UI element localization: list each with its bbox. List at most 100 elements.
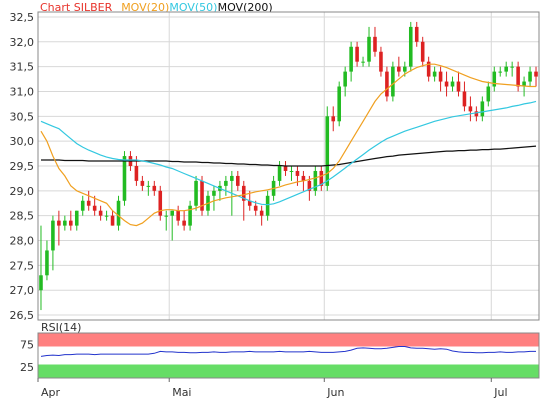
rsi-oversold-band	[38, 364, 539, 378]
candle-body	[408, 26, 413, 67]
rsi-tick-label: 75	[20, 338, 34, 351]
candle-body	[51, 220, 55, 251]
candle-body	[176, 210, 180, 221]
candle-body	[158, 190, 163, 216]
candle-body	[486, 86, 491, 102]
x-tick-label: Apr	[41, 386, 61, 399]
candle-body	[385, 71, 389, 97]
y-tick-label: 29,0	[10, 185, 35, 198]
candle-body	[182, 220, 186, 226]
candle-body	[474, 111, 479, 117]
candle-body	[224, 180, 228, 186]
candle-body	[152, 185, 157, 191]
candle-body	[397, 66, 401, 72]
candle-body	[63, 220, 67, 226]
candlestick-series	[39, 21, 538, 311]
candle-body	[164, 215, 169, 217]
candle-body	[331, 116, 336, 122]
candle-body	[414, 26, 419, 42]
y-tick-label: 30,0	[10, 135, 35, 148]
mov200-line	[41, 145, 537, 167]
candle-body	[337, 86, 341, 122]
candle-body	[504, 66, 508, 72]
x-tick-label: Mai	[172, 386, 191, 399]
candle-body	[259, 210, 264, 216]
moving-average-lines	[40, 63, 537, 227]
candle-body	[325, 116, 330, 186]
rsi-line	[40, 346, 536, 357]
candle-body	[295, 170, 300, 176]
candle-body	[110, 215, 115, 226]
candle-body	[534, 71, 538, 77]
y-tick-label: 27,5	[10, 259, 35, 272]
candle-body	[462, 91, 467, 107]
candle-body	[510, 66, 514, 68]
x-tick-label: Jul	[493, 386, 507, 399]
candle-body	[277, 166, 282, 181]
candle-body	[379, 51, 383, 72]
candle-body	[301, 175, 306, 181]
candle-body	[194, 180, 198, 206]
candle-body	[528, 71, 532, 82]
legend-item-0: Chart SILBER	[40, 1, 113, 14]
candle-body	[200, 180, 204, 211]
chart-legend: Chart SILBER MOV(20) MOV(50) MOV(200)	[40, 1, 273, 14]
candle-body	[122, 156, 127, 201]
candle-body	[307, 180, 312, 191]
candle-body	[170, 210, 174, 216]
candle-body	[253, 205, 258, 211]
candle-body	[367, 36, 371, 62]
candle-body	[438, 71, 443, 82]
rsi-panel: 75 25 RSI(14)	[20, 321, 540, 379]
candle-body	[319, 170, 324, 186]
candle-body	[343, 71, 347, 87]
candle-body	[116, 200, 121, 226]
candle-body	[492, 71, 497, 87]
candle-body	[134, 166, 139, 181]
candle-body	[426, 61, 431, 77]
candle-body	[98, 210, 103, 216]
y-tick-label: 27,0	[10, 284, 35, 297]
rsi-frame	[37, 332, 540, 379]
y-tick-label: 32,5	[10, 11, 35, 24]
candle-body	[69, 220, 73, 226]
candle-body	[432, 71, 437, 77]
candle-body	[403, 66, 407, 72]
y-tick-label: 31,0	[10, 85, 35, 98]
candle-body	[468, 106, 473, 112]
candle-body	[349, 46, 353, 72]
candle-body	[92, 205, 97, 211]
y-tick-label: 28,0	[10, 235, 35, 248]
candle-body	[444, 81, 449, 87]
candle-body	[289, 170, 294, 172]
candle-body	[522, 81, 526, 87]
y-tick-label: 31,5	[10, 61, 35, 74]
candle-body	[212, 190, 216, 196]
candle-body	[86, 200, 91, 206]
candle-body	[498, 71, 503, 73]
rsi-label: RSI(14)	[41, 321, 81, 334]
rsi-overbought-band	[38, 333, 539, 347]
candle-body	[516, 66, 520, 87]
x-tick-label: Jun	[326, 386, 344, 399]
candle-body	[265, 195, 270, 216]
candle-body	[391, 66, 395, 97]
price-plot-frame	[37, 11, 540, 321]
candle-body	[313, 170, 318, 191]
rsi-tick-label: 25	[20, 361, 34, 374]
price-y-axis: 26,5 27,0 27,5 28,0 28,5 29,0 29,5 30,0 30,5 31,0…	[10, 11, 35, 322]
candle-body	[140, 180, 145, 186]
y-tick-label: 26,5	[10, 309, 35, 322]
candle-body	[236, 175, 240, 186]
legend-item-3: MOV(200)	[218, 1, 273, 14]
candle-body	[39, 275, 43, 291]
candle-body	[188, 205, 192, 226]
legend-item-2: MOV(50)	[169, 1, 217, 14]
y-tick-label: 29,5	[10, 160, 35, 173]
y-tick-label: 32,0	[10, 36, 35, 49]
candle-body	[420, 41, 425, 62]
candle-body	[247, 200, 252, 206]
candle-body	[450, 81, 455, 87]
date-x-axis: Apr Mai Jun Jul	[37, 378, 508, 399]
